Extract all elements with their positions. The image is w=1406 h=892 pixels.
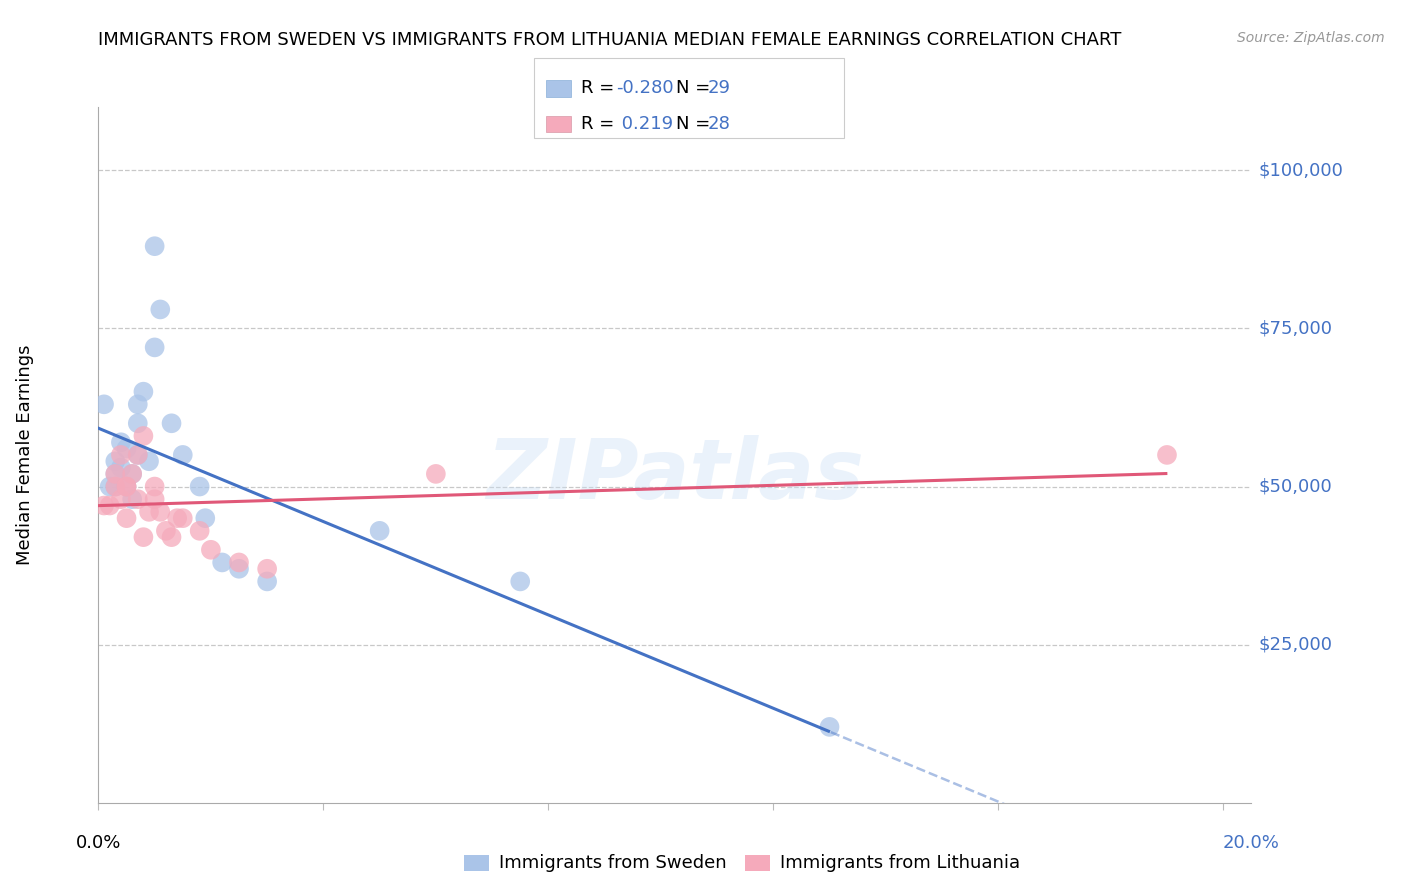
Point	[256, 574, 278, 589]
Text: 20.0%: 20.0%	[1223, 834, 1279, 852]
Point	[132, 429, 155, 443]
Point	[115, 442, 138, 456]
Text: -0.280: -0.280	[616, 79, 673, 97]
Point	[188, 524, 211, 538]
Point	[121, 467, 143, 481]
Point	[104, 467, 127, 481]
Point	[110, 435, 132, 450]
Text: Immigrants from Lithuania: Immigrants from Lithuania	[780, 855, 1021, 872]
Point	[194, 511, 217, 525]
Point	[132, 530, 155, 544]
Point	[110, 448, 132, 462]
Point	[104, 479, 127, 493]
Point	[93, 397, 115, 411]
Point	[127, 448, 149, 462]
Point	[188, 479, 211, 493]
Text: IMMIGRANTS FROM SWEDEN VS IMMIGRANTS FROM LITHUANIA MEDIAN FEMALE EARNINGS CORRE: IMMIGRANTS FROM SWEDEN VS IMMIGRANTS FRO…	[98, 31, 1122, 49]
Text: Median Female Earnings: Median Female Earnings	[17, 344, 34, 566]
Text: $100,000: $100,000	[1258, 161, 1343, 179]
Text: Immigrants from Sweden: Immigrants from Sweden	[499, 855, 727, 872]
Point	[160, 530, 183, 544]
Point	[127, 397, 149, 411]
Point	[228, 556, 250, 570]
Point	[115, 479, 138, 493]
Text: $50,000: $50,000	[1258, 477, 1331, 496]
Point	[115, 479, 138, 493]
Point	[138, 454, 160, 468]
Point	[509, 574, 531, 589]
Text: 28: 28	[707, 115, 730, 133]
Point	[121, 492, 143, 507]
Point	[149, 505, 172, 519]
Text: 0.0%: 0.0%	[76, 834, 121, 852]
Point	[104, 454, 127, 468]
Text: N =: N =	[676, 115, 716, 133]
Text: 0.219: 0.219	[616, 115, 673, 133]
Point	[127, 417, 149, 431]
Point	[155, 524, 177, 538]
Point	[104, 479, 127, 493]
Point	[172, 448, 194, 462]
Point	[200, 542, 222, 557]
Point	[1156, 448, 1178, 462]
Point	[143, 479, 166, 493]
Point	[149, 302, 172, 317]
Point	[121, 467, 143, 481]
Text: $75,000: $75,000	[1258, 319, 1333, 337]
Point	[166, 511, 188, 525]
Point	[110, 492, 132, 507]
Text: Source: ZipAtlas.com: Source: ZipAtlas.com	[1237, 31, 1385, 45]
Point	[256, 562, 278, 576]
Point	[228, 562, 250, 576]
Point	[143, 340, 166, 354]
Point	[104, 467, 127, 481]
Point	[127, 448, 149, 462]
Text: $25,000: $25,000	[1258, 636, 1333, 654]
Point	[143, 492, 166, 507]
Text: R =: R =	[581, 115, 620, 133]
Text: ZIPatlas: ZIPatlas	[486, 435, 863, 516]
Point	[172, 511, 194, 525]
Point	[98, 479, 121, 493]
Point	[425, 467, 447, 481]
Text: 29: 29	[707, 79, 730, 97]
Point	[93, 499, 115, 513]
Point	[160, 417, 183, 431]
Point	[98, 499, 121, 513]
Point	[143, 239, 166, 253]
Point	[115, 511, 138, 525]
Point	[115, 479, 138, 493]
Text: R =: R =	[581, 79, 620, 97]
Point	[368, 524, 391, 538]
Point	[211, 556, 233, 570]
Point	[818, 720, 841, 734]
Point	[138, 505, 160, 519]
Point	[110, 460, 132, 475]
Text: N =: N =	[676, 79, 716, 97]
Point	[127, 492, 149, 507]
Point	[132, 384, 155, 399]
